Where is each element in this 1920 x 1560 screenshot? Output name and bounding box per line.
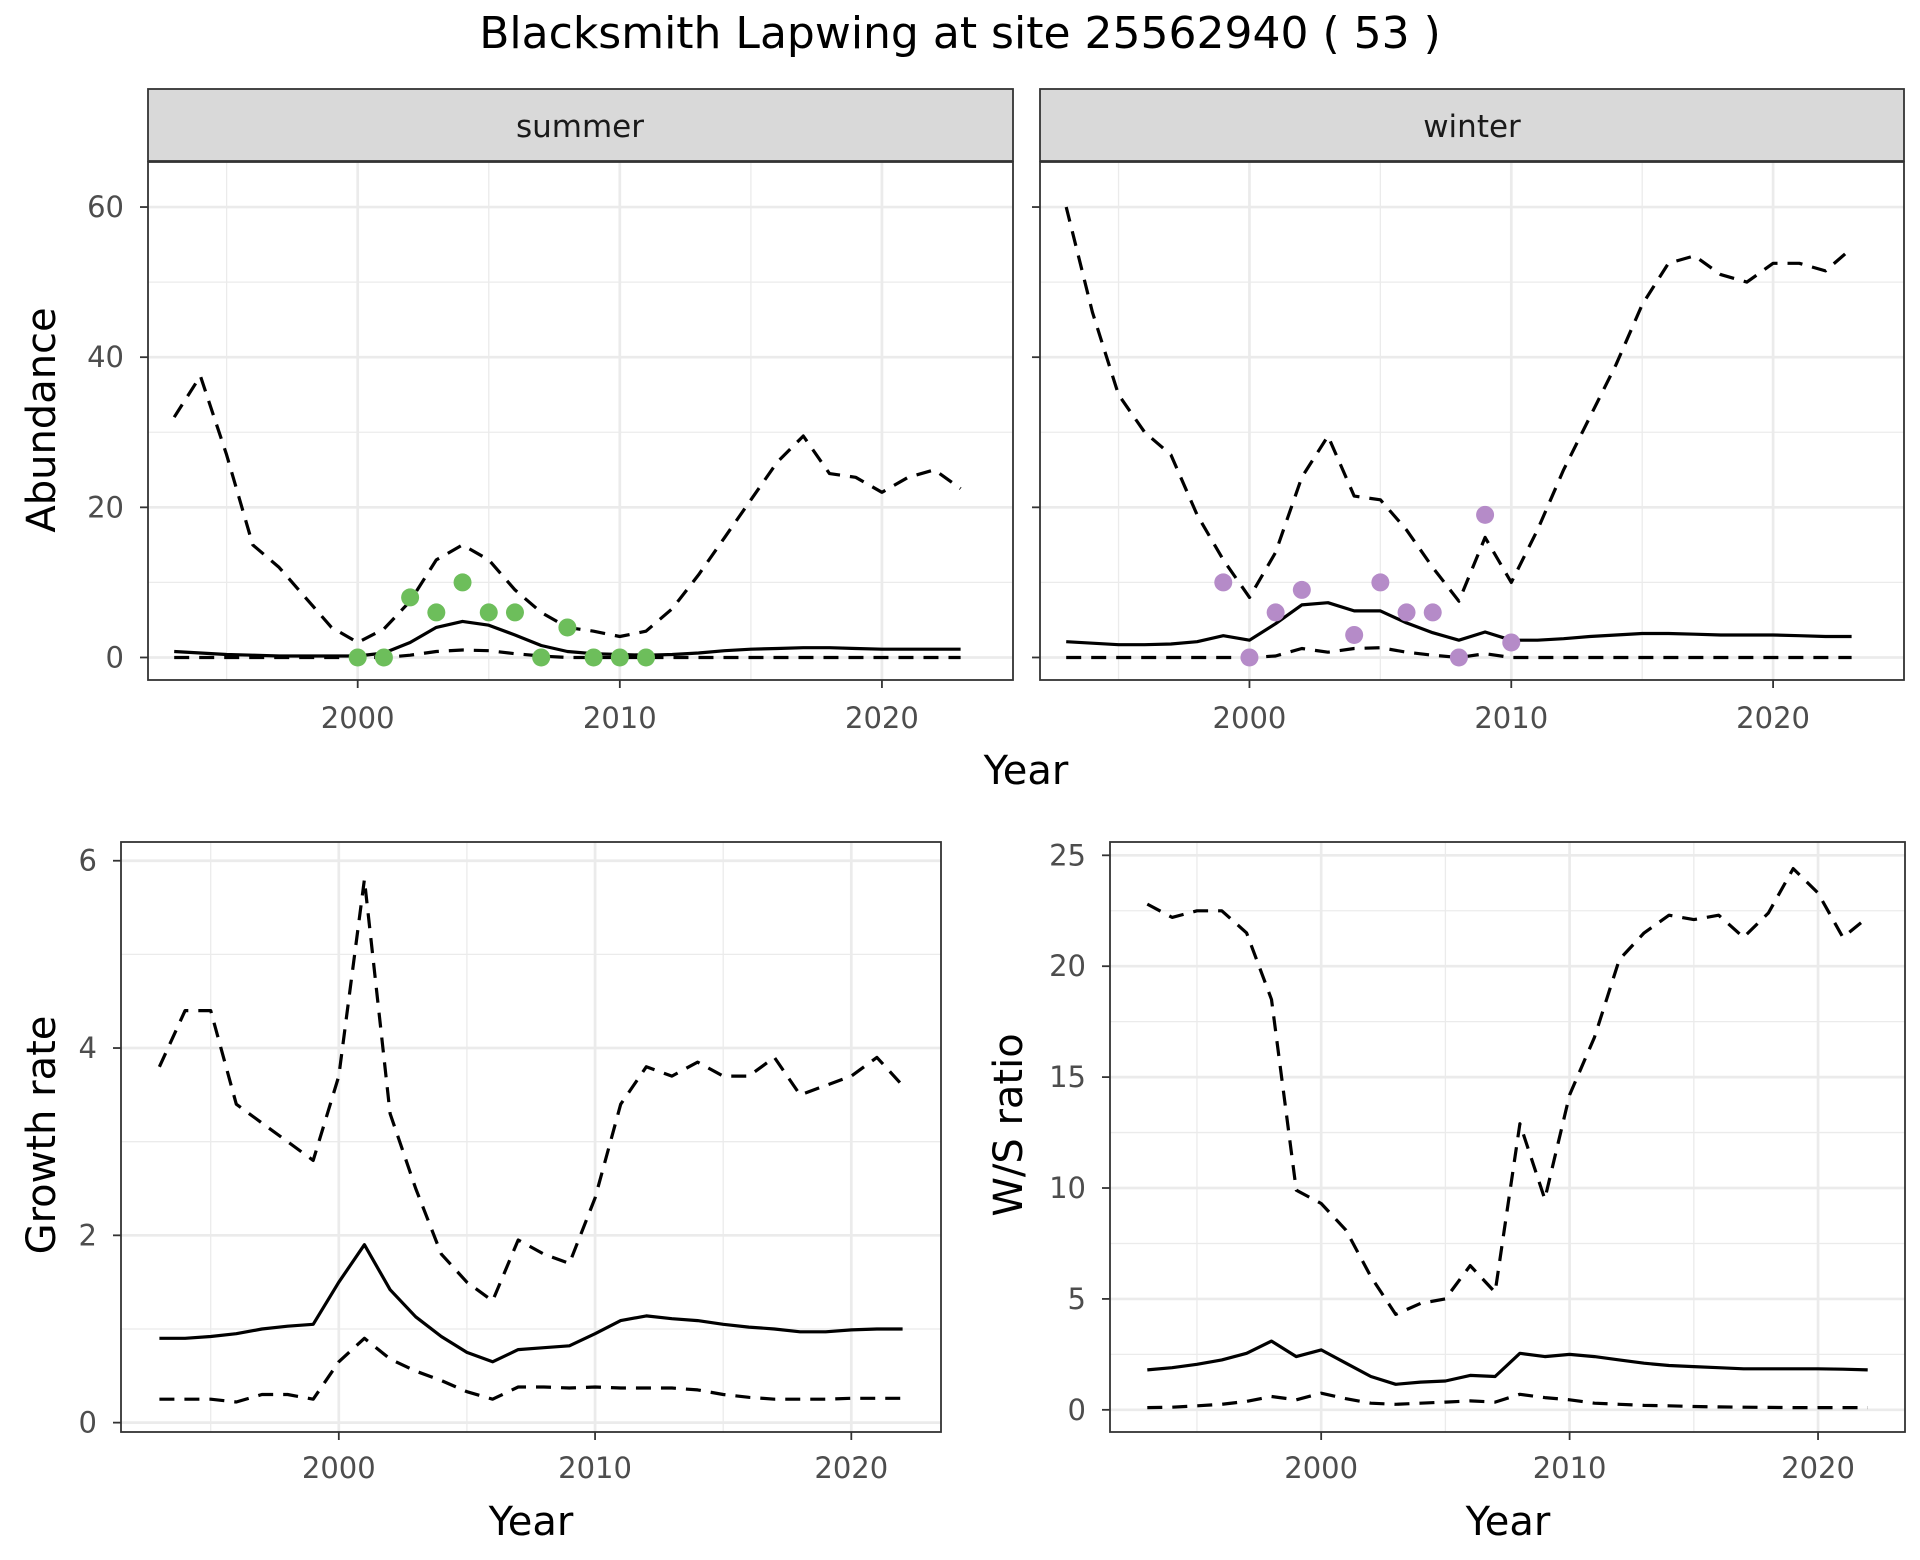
x-tick-label: 2020 (845, 701, 919, 735)
strip-label-summer: summer (516, 109, 644, 145)
plot-area-ws-ratio: 2000 2010 2020 0 5 10 15 20 25 (1049, 838, 1906, 1485)
x-tick-label: 2000 (1213, 701, 1287, 735)
y-axis-title-growth-rate: Growth rate (19, 1016, 65, 1255)
series-line-lower (174, 648, 961, 660)
strip-label-winter: winter (1423, 109, 1521, 145)
x-axis-title-ws-ratio: Year (1465, 1499, 1551, 1545)
y-tick-label: 15 (1049, 1060, 1086, 1094)
x-tick-label: 2010 (583, 701, 657, 735)
data-point (453, 573, 472, 592)
series-line-median (159, 1243, 903, 1364)
data-point (505, 603, 524, 622)
series-line-upper (172, 374, 962, 645)
data-point (610, 648, 629, 667)
series-line-lower (1066, 646, 1852, 660)
data-point (348, 648, 367, 667)
y-tick-label: 5 (1068, 1282, 1086, 1316)
data-point (1476, 505, 1495, 524)
x-tick-label: 2010 (1533, 1451, 1607, 1485)
ws-ratio-panel: 2000 2010 2020 0 5 10 15 20 25 (1049, 838, 1906, 1485)
y-tick-label: 0 (106, 640, 124, 674)
y-axis-title-ws-ratio: W/S ratio (986, 1033, 1032, 1216)
series-line-median (1066, 601, 1852, 647)
y-tick-label: 4 (79, 1031, 97, 1065)
plot-area-summer: 2000 2010 2020 0 20 40 60 (87, 161, 1014, 735)
y-tick-label: 40 (87, 340, 124, 374)
plot-area-growth-rate: 2000 2010 2020 0 2 4 6 (79, 841, 942, 1485)
data-point (532, 648, 551, 667)
data-point (1371, 573, 1390, 592)
x-tick-label: 2010 (558, 1451, 632, 1485)
data-point (1266, 603, 1285, 622)
y-tick-label: 0 (79, 1406, 97, 1440)
panel-border (147, 161, 1014, 681)
data-point (479, 603, 498, 622)
y-tick-label: 25 (1049, 838, 1086, 872)
x-tick-label: 2010 (1474, 701, 1548, 735)
y-tick-label: 60 (87, 190, 124, 224)
data-point (374, 648, 393, 667)
data-point (1397, 603, 1416, 622)
data-point (1502, 633, 1521, 652)
series-line-upper (157, 877, 904, 1303)
series-line-lower (1147, 1391, 1868, 1410)
x-tick-label: 2020 (1736, 701, 1810, 735)
data-point (558, 618, 577, 637)
data-point (1449, 648, 1468, 667)
y-tick-label: 0 (1068, 1393, 1086, 1427)
facet-panel-summer: summer 2000 2010 2020 0 20 40 60 (87, 88, 1014, 735)
panel-border (120, 841, 942, 1433)
x-tick-label: 2000 (302, 1451, 376, 1485)
panel-border (1039, 161, 1905, 681)
series-line-upper (1064, 206, 1853, 603)
series-line-median (1147, 1339, 1868, 1386)
y-axis-title-abundance: Abundance (19, 307, 65, 532)
data-point (1214, 573, 1233, 592)
strip-background-summer (147, 88, 1014, 162)
data-point (1345, 625, 1364, 644)
data-point (427, 603, 446, 622)
x-tick-label: 2020 (814, 1451, 888, 1485)
data-point (1292, 580, 1311, 599)
data-point (401, 588, 420, 607)
data-point (584, 648, 603, 667)
x-tick-label: 2020 (1781, 1451, 1855, 1485)
plot-area-winter: 2000 2010 2020 (1032, 161, 1905, 735)
y-tick-label: 2 (79, 1218, 97, 1252)
y-tick-label: 6 (79, 844, 97, 878)
series-line-upper (1146, 867, 1869, 1316)
facet-panel-winter: winter 2000 2010 2020 (1032, 88, 1905, 735)
strip-background-winter (1039, 88, 1905, 162)
y-tick-label: 20 (1049, 949, 1086, 983)
data-point (1423, 603, 1442, 622)
data-point (637, 648, 656, 667)
series-line-lower (159, 1336, 903, 1404)
x-tick-label: 2000 (321, 701, 395, 735)
chart-title: Blacksmith Lapwing at site 25562940 ( 53… (479, 8, 1441, 59)
growth-rate-panel: 2000 2010 2020 0 2 4 6 (79, 841, 942, 1485)
x-axis-title-top: Year (983, 748, 1069, 794)
x-axis-title-growth-rate: Year (488, 1499, 574, 1545)
y-tick-label: 10 (1049, 1171, 1086, 1205)
y-tick-label: 20 (87, 490, 124, 524)
x-tick-label: 2000 (1284, 1451, 1358, 1485)
data-point (1240, 648, 1259, 667)
panel-border (1109, 841, 1906, 1433)
